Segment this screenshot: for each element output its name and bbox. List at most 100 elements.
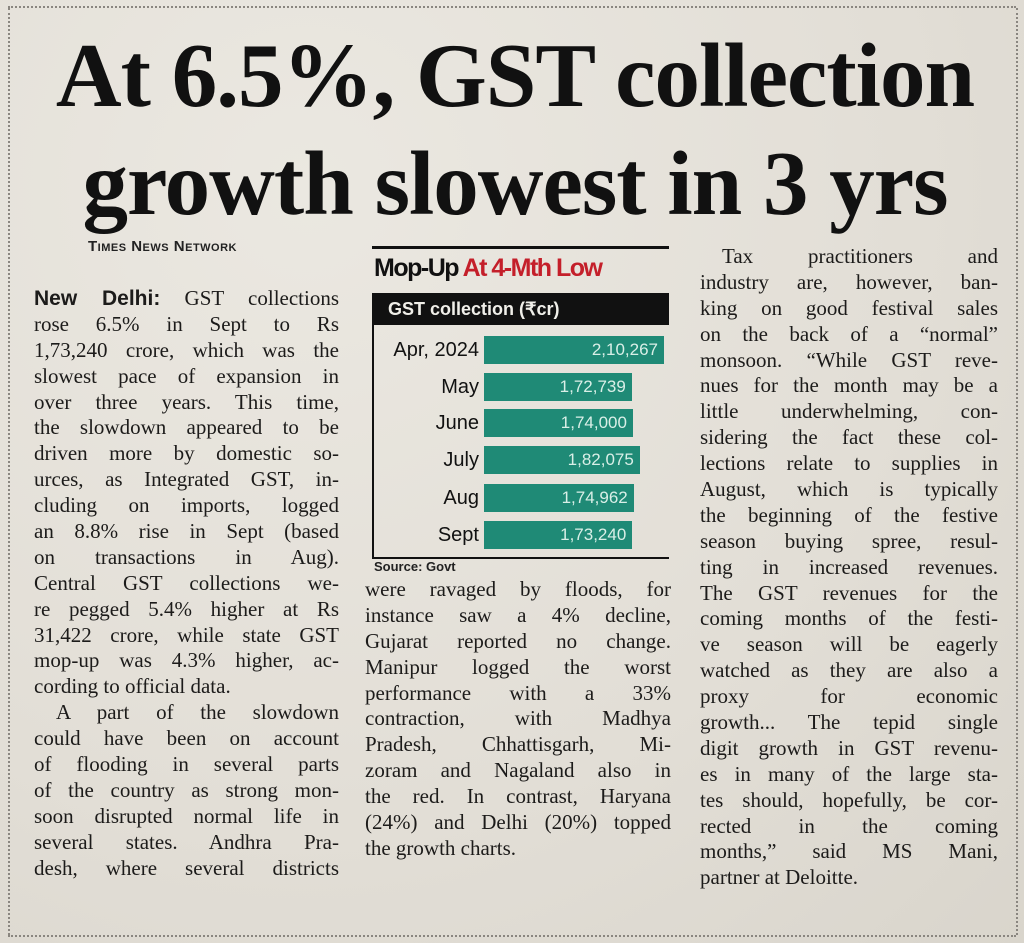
chart-top-rule xyxy=(372,246,669,249)
article-line: 1,73,240 crore, which was the xyxy=(34,337,339,362)
article-line: industry are, however, ban- xyxy=(700,269,998,294)
headline-line-1: At 6.5%, GST collection xyxy=(55,25,975,126)
dotted-border-top xyxy=(8,6,1016,8)
article-line: tes should, hopefully, be cor- xyxy=(700,787,998,812)
chart-title-highlight: At 4-Mth Low xyxy=(462,254,603,282)
article-line: cluding on imports, logged xyxy=(34,493,339,518)
chart-row: Apr, 2024 2,10,267 xyxy=(374,336,669,364)
bar: 1,72,739 xyxy=(484,373,632,401)
bar-category-label: May xyxy=(441,376,479,398)
article-line: cording to official data. xyxy=(34,674,231,699)
article-line: digit growth in GST revenu- xyxy=(700,735,998,760)
bar-value-label: 1,82,075 xyxy=(567,450,634,469)
chart-title-main: Mop-Up xyxy=(374,254,460,282)
article-line: The GST revenues for the xyxy=(700,580,998,605)
article-line: A part of the slowdown xyxy=(56,700,339,725)
gst-bar-chart: Mop-Up At 4-Mth Low GST collection (₹cr)… xyxy=(372,246,669,574)
chart-row: Sept 1,73,240 xyxy=(374,521,669,549)
bar-category-label: Aug xyxy=(443,487,479,509)
article-line: mop-up was 4.3% higher, ac- xyxy=(34,648,339,673)
bar: 1,74,962 xyxy=(484,484,634,512)
article-line: of the country as strong mon- xyxy=(34,777,339,802)
bar-category-label: June xyxy=(435,412,479,434)
article-line: watched as they are also a xyxy=(700,658,998,683)
article-line: king on good festival sales xyxy=(700,295,998,320)
article-line: on transactions in Aug). xyxy=(34,544,339,569)
article-line: Tax practitioners and xyxy=(722,244,998,268)
dotted-border-left xyxy=(8,8,10,935)
article-line: lections relate to supplies in xyxy=(700,451,998,476)
article-line: urces, as Integrated GST, in- xyxy=(34,467,339,492)
article-line: driven more by domestic so- xyxy=(34,441,339,466)
bar-value-label: 1,74,962 xyxy=(561,488,628,507)
article-line: desh, where several districts xyxy=(34,855,339,880)
bar-category-label: Sept xyxy=(437,524,479,546)
article-line: months,” said MS Mani, xyxy=(700,839,998,864)
article-line: nues for the month may be a xyxy=(700,373,998,398)
article-line: little underwhelming, con- xyxy=(700,399,998,424)
dateline: New Delhi: xyxy=(34,287,161,310)
article-line: Gujarat reported no change. xyxy=(365,628,671,653)
article-line: (24%) and Delhi (20%) topped xyxy=(365,810,671,835)
article-line: zoram and Nagaland also in xyxy=(365,758,671,783)
article-line: season buying spree, resul- xyxy=(700,528,998,553)
article-line: the slowdown appeared to be xyxy=(34,415,339,440)
article-line: New Delhi: GST collections xyxy=(34,286,339,312)
article-column-2: were ravaged by floods, for instance saw … xyxy=(365,577,671,862)
dotted-border-right xyxy=(1016,8,1018,935)
article-line: slowest pace of expansion in xyxy=(34,363,339,388)
article-line: ting in increased revenues. xyxy=(700,554,998,579)
article-line: performance with a 33% xyxy=(365,680,671,705)
headline: At 6.5%, GST collection growth slowest i… xyxy=(30,22,1000,238)
chart-row: June 1,74,000 xyxy=(374,409,669,437)
chart-row: May 1,72,739 xyxy=(374,373,669,401)
headline-line-2: growth slowest in 3 yrs xyxy=(82,133,948,234)
chart-title: Mop-Up At 4-Mth Low xyxy=(374,254,603,283)
chart-subtitle: GST collection (₹cr) xyxy=(372,293,669,325)
bar: 1,74,000 xyxy=(484,409,633,437)
article-line-text: GST collections xyxy=(184,286,340,310)
article-line: Central GST collections we- xyxy=(34,570,339,595)
article-line: instance saw a 4% decline, xyxy=(365,602,671,627)
bar-value-label: 2,10,267 xyxy=(591,340,658,359)
chart-row: July 1,82,075 xyxy=(374,446,669,474)
article-column-3: Tax practitioners and industry are, howev… xyxy=(700,244,998,891)
article-line: coming months of the festi- xyxy=(700,606,998,631)
article-line: monsoon. “While GST reve- xyxy=(700,347,998,372)
article-line: rose 6.5% in Sept to Rs xyxy=(34,311,339,336)
article-line: could have been on account xyxy=(34,726,339,751)
bar-value-label: 1,72,739 xyxy=(559,377,626,396)
chart-row: Aug 1,74,962 xyxy=(374,484,669,512)
bar-value-label: 1,73,240 xyxy=(560,525,627,544)
article-line: 31,422 crore, while state GST xyxy=(34,622,339,647)
chart-source: Source: Govt xyxy=(374,559,456,574)
article-column-1: New Delhi: GST collections rose 6.5% in S… xyxy=(34,286,339,881)
article-line: es in many of the large sta- xyxy=(700,761,998,786)
bar: 2,10,267 xyxy=(484,336,664,364)
article-line: soon disrupted normal life in xyxy=(34,803,339,828)
article-line: growth... The tepid single xyxy=(700,710,998,735)
article-line: August, which is typically xyxy=(700,477,998,502)
article-line: Pradesh, Chhattisgarh, Mi- xyxy=(365,732,671,757)
article-line: partner at Deloitte. xyxy=(700,865,859,890)
article-line: sidering the fact these col- xyxy=(700,425,998,450)
article-line: the red. In contrast, Haryana xyxy=(365,784,671,809)
article-line: proxy for economic xyxy=(700,684,998,709)
bar-category-label: Apr, 2024 xyxy=(393,339,479,361)
article-line: were ravaged by floods, for xyxy=(365,577,671,601)
chart-plot-area: Apr, 2024 2,10,267 May 1,72,739 June 1,74,000… xyxy=(372,325,669,559)
article-line: of flooding in several parts xyxy=(34,752,339,777)
article-line: Manipur logged the worst xyxy=(365,654,671,679)
article-line: the beginning of the festive xyxy=(700,502,998,527)
article-line: an 8.8% rise in Sept (based xyxy=(34,519,339,544)
dotted-border-bottom xyxy=(8,935,1016,937)
article-line: contraction, with Madhya xyxy=(365,706,671,731)
article-line: the growth charts. xyxy=(365,835,517,860)
bar-value-label: 1,74,000 xyxy=(560,413,627,432)
bar-category-label: July xyxy=(443,449,479,471)
article-line: on the back of a “normal” xyxy=(700,321,998,346)
article-line: re pegged 5.4% higher at Rs xyxy=(34,596,339,621)
article-line: rected in the coming xyxy=(700,813,998,838)
article-line: ve season will be eagerly xyxy=(700,632,998,657)
byline: Times News Network xyxy=(88,238,237,255)
